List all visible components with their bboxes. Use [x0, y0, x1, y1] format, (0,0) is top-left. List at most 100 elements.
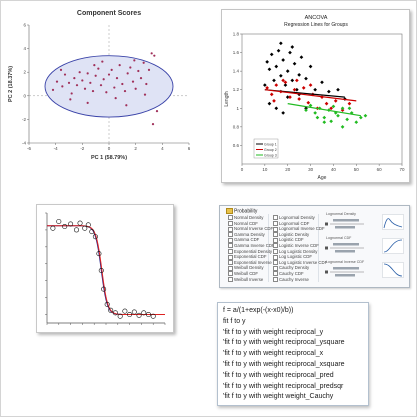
data-point	[122, 308, 128, 314]
shape-curve	[383, 263, 403, 277]
checkbox-icon[interactable]	[228, 260, 233, 266]
distribution-item[interactable]: Exponential CDF	[228, 254, 267, 260]
distribution-item[interactable]: Normal CDF	[228, 221, 258, 226]
distribution-item-label: Exponential CDF	[234, 254, 267, 260]
distribution-item[interactable]: Log Logistic Inverse CDF	[273, 260, 327, 266]
data-point	[136, 312, 142, 318]
command-script-panel[interactable]: f = a/(1+exp(-(x-x0)/b)) fit f to y 'fit f…	[217, 302, 369, 406]
data-point	[133, 59, 136, 62]
group-3-point	[329, 119, 333, 124]
checkbox-icon[interactable]	[228, 243, 233, 249]
distribution-item[interactable]: Cauchy Inverse	[273, 277, 309, 282]
data-point	[131, 309, 137, 315]
data-point	[155, 110, 159, 113]
group-2-point	[295, 78, 299, 83]
group-1-point	[276, 48, 281, 53]
data-point	[150, 313, 156, 319]
checkbox-icon[interactable]	[228, 248, 233, 254]
checkbox-icon[interactable]	[273, 232, 278, 238]
data-point	[129, 66, 132, 69]
checkbox-icon[interactable]	[228, 276, 233, 282]
group-1-point	[292, 61, 297, 66]
group-3-regression-line	[287, 103, 361, 117]
distribution-item[interactable]: Logistic Inverse CDF	[273, 243, 319, 249]
group-1-point	[274, 106, 279, 111]
checkbox-icon[interactable]	[228, 220, 233, 226]
distribution-item[interactable]: Cauchy CDF	[273, 271, 304, 277]
checkbox-icon[interactable]	[228, 215, 233, 221]
distribution-item[interactable]: Gamma CDF	[228, 237, 259, 243]
tree-root-label[interactable]: Probability	[226, 208, 257, 214]
formula-equation-icon	[325, 219, 364, 229]
column-divider	[268, 214, 269, 282]
distribution-item[interactable]: Cauchy Density	[273, 265, 309, 271]
group-1-point	[263, 83, 267, 87]
checkbox-icon[interactable]	[228, 271, 233, 277]
group-1-point	[297, 73, 301, 77]
group-2-point	[306, 100, 311, 105]
checkbox-icon[interactable]	[228, 237, 233, 243]
distribution-item[interactable]: Weibull CDF	[228, 271, 258, 277]
data-point	[127, 312, 133, 318]
data-point	[99, 84, 103, 87]
distribution-item[interactable]: Logistic CDF	[273, 237, 304, 243]
distribution-item[interactable]: Log Logistic Density	[273, 249, 317, 254]
x-tick-label: 2	[134, 146, 137, 151]
distribution-item[interactable]: Log Logistic CDF	[273, 254, 312, 260]
distribution-item[interactable]: Logistic Density	[273, 231, 310, 238]
checkbox-icon[interactable]	[273, 220, 278, 226]
command-line: 'fit f to y with weight weight_Cauchy	[223, 393, 334, 401]
checkbox-icon[interactable]	[273, 243, 278, 249]
group-2-point	[297, 97, 301, 101]
distribution-item[interactable]: Lognormal Density	[273, 215, 315, 221]
checkbox-icon[interactable]	[228, 265, 233, 271]
checkbox-icon[interactable]	[228, 254, 233, 260]
distribution-item[interactable]: Weibull Density	[228, 265, 264, 271]
group-2-regression-line	[264, 89, 357, 102]
checkbox-icon[interactable]	[273, 215, 278, 221]
distribution-item[interactable]: Gamma Inverse CDF	[228, 243, 275, 249]
fitted-curve	[47, 225, 165, 316]
checkbox-icon[interactable]	[273, 248, 278, 254]
data-point	[125, 104, 128, 107]
data-point	[86, 101, 89, 104]
data-point	[86, 72, 89, 75]
checkbox-icon[interactable]	[273, 237, 278, 243]
command-line: 'fit f to y with weight reciprocal_preds…	[223, 382, 344, 390]
distribution-item[interactable]: Gamma Density	[228, 232, 265, 238]
data-point	[51, 88, 55, 91]
group-1-point	[308, 64, 313, 69]
data-point	[105, 91, 108, 94]
data-point	[55, 80, 59, 83]
checkbox-icon[interactable]	[273, 265, 278, 271]
checkbox-icon[interactable]	[273, 271, 278, 277]
distribution-item[interactable]: Lognormal CDF	[273, 221, 309, 226]
data-point	[85, 222, 91, 228]
checkbox-icon[interactable]	[273, 276, 278, 282]
distribution-item[interactable]: Exponential Density	[228, 249, 272, 254]
x-tick-label: 20	[285, 167, 291, 172]
ancova-chart-panel: ANCOVA Regression Lines for Groups 0 10 20 30…	[221, 9, 410, 183]
checkbox-icon[interactable]	[273, 254, 278, 260]
checkbox-icon[interactable]	[273, 226, 278, 232]
y-tick-label: 2	[23, 70, 26, 75]
distribution-item[interactable]: Weibull Inverse	[228, 277, 263, 282]
checkbox-icon[interactable]	[228, 232, 233, 238]
data-point	[113, 86, 116, 89]
data-point	[142, 61, 145, 64]
distribution-item[interactable]: Lognormal Inverse CDF	[273, 226, 325, 232]
x-tick-label: 10	[262, 167, 268, 172]
group-1-point	[267, 67, 272, 72]
checkbox-icon[interactable]	[273, 260, 278, 266]
checkbox-icon[interactable]	[228, 226, 233, 232]
distribution-item[interactable]: Normal Inverse CDF	[228, 226, 273, 232]
distribution-item-label: Logistic Density	[279, 231, 310, 237]
data-point	[126, 72, 129, 75]
distribution-item[interactable]: Exponential Inverse	[228, 260, 272, 266]
pca-chart-panel: Component Scores -6 -4 -2 0 2 4 6 -4 -2 0 2 4 6 PC 1 (…	[3, 3, 201, 171]
distribution-item[interactable]: Normal Density	[228, 215, 263, 221]
data-point	[147, 68, 151, 71]
group-1-point	[336, 87, 340, 92]
